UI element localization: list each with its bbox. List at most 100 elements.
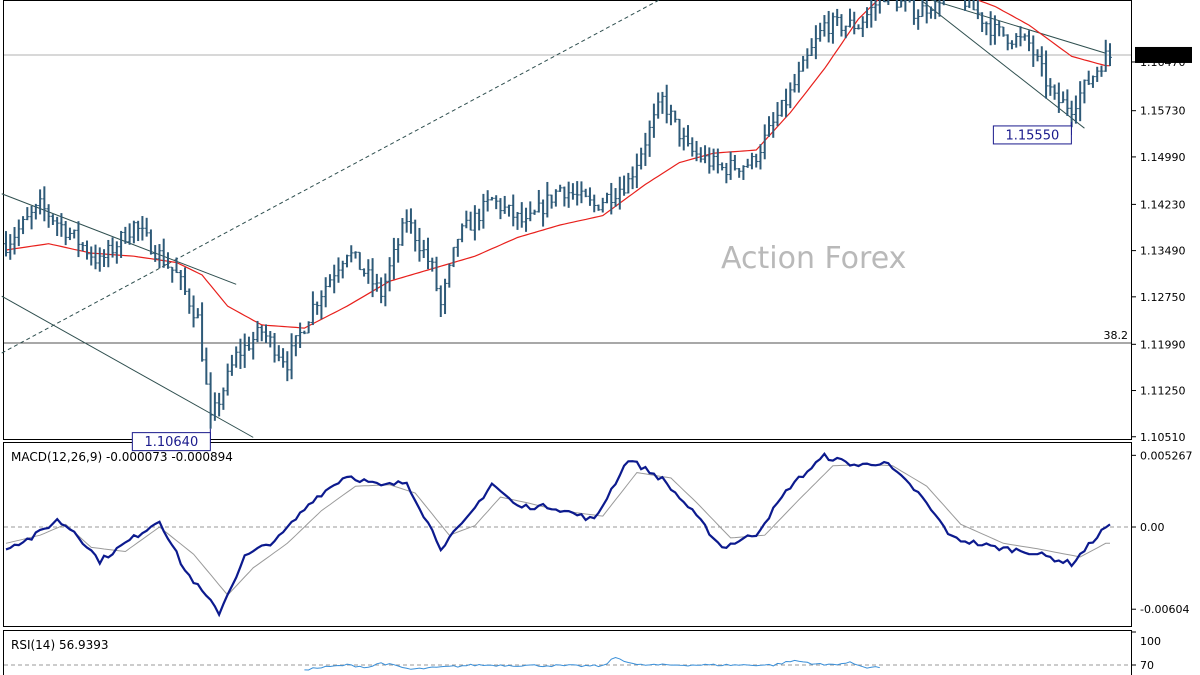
price-bar xyxy=(997,20,1002,37)
price-tick-label: 1.11250 xyxy=(1140,385,1186,398)
price-bar xyxy=(886,0,890,5)
price-bar xyxy=(703,145,708,164)
price-bar xyxy=(366,259,371,284)
price-bar xyxy=(16,219,21,247)
macd-main-line xyxy=(5,451,1111,618)
price-bar xyxy=(724,162,729,184)
price-bar xyxy=(558,184,563,192)
price-bar xyxy=(1095,66,1100,82)
price-bar xyxy=(38,189,43,215)
price-bar xyxy=(306,321,311,334)
price-bar xyxy=(1078,81,1083,122)
price-bar xyxy=(327,274,332,288)
rsi-line xyxy=(4,656,1131,671)
price-bar xyxy=(165,252,170,269)
price-bar xyxy=(1052,84,1057,100)
fib-label: 38.2 xyxy=(1104,329,1129,342)
price-bar xyxy=(916,9,921,30)
price-bar xyxy=(298,322,303,348)
price-tick-label: 1.13490 xyxy=(1140,245,1186,258)
macd-title: MACD(12,26,9) -0.000073 -0.000894 xyxy=(11,450,233,464)
price-bar xyxy=(596,204,601,211)
price-bar xyxy=(1056,82,1061,113)
price-bar xyxy=(1086,70,1091,85)
dashed-trendline xyxy=(1,0,661,354)
price-bar xyxy=(1082,79,1087,104)
price-bar xyxy=(609,182,614,215)
price-bar xyxy=(391,237,396,280)
price-bar xyxy=(762,124,767,160)
price-bar xyxy=(404,209,409,233)
price-bar xyxy=(813,25,818,60)
price-bar xyxy=(980,12,985,33)
price-bar xyxy=(690,137,695,157)
price-tick-label: 1.14230 xyxy=(1140,198,1186,211)
price-bar xyxy=(472,205,477,241)
price-bar xyxy=(639,147,644,170)
price-bar xyxy=(1103,39,1108,72)
price-bar xyxy=(903,0,908,12)
rsi-tick-label: 70 xyxy=(1140,659,1154,672)
price-bar xyxy=(1039,46,1044,77)
price-bar xyxy=(720,162,725,171)
rsi-tick-label: 100 xyxy=(1140,635,1161,648)
price-bar xyxy=(136,220,141,242)
price-bar xyxy=(967,0,971,9)
price-bar xyxy=(715,148,720,174)
price-bar xyxy=(741,165,746,180)
price-bar xyxy=(524,207,529,232)
price-bar xyxy=(170,266,175,283)
price-bar xyxy=(80,242,85,252)
current-price-label: 1.16622 xyxy=(1139,49,1185,62)
annotation-box xyxy=(131,432,211,452)
price-bar xyxy=(865,7,870,29)
price-bar xyxy=(315,301,320,315)
watermark: Action Forex xyxy=(721,241,906,276)
price-bar xyxy=(801,55,806,72)
price-bar xyxy=(1073,95,1078,124)
price-bar xyxy=(992,15,997,45)
price-bar xyxy=(89,246,94,266)
price-bar xyxy=(809,38,814,56)
price-bar xyxy=(707,147,712,174)
price-bar xyxy=(161,238,166,268)
price-bar xyxy=(302,330,307,335)
price-bar xyxy=(570,183,575,200)
price-bar xyxy=(8,234,13,260)
macd-tick-label: 0.00 xyxy=(1140,521,1165,534)
price-bar xyxy=(613,188,618,207)
price-bar xyxy=(383,273,388,307)
price-bar xyxy=(1048,78,1053,96)
price-bar xyxy=(144,217,149,237)
price-annotations: 1.10640 1.15550 xyxy=(131,121,1072,452)
price-bar xyxy=(883,0,887,3)
macd-tick-label: -0.00604 xyxy=(1140,603,1189,616)
ohlc-bars xyxy=(4,0,1112,429)
price-bar xyxy=(732,154,737,171)
price-bar xyxy=(464,210,469,229)
price-bar xyxy=(686,125,691,147)
price-bar xyxy=(498,198,503,220)
price-bar xyxy=(221,387,226,410)
price-bar xyxy=(208,372,213,429)
annotation-label: 1.10640 xyxy=(144,435,198,450)
rsi-title: RSI(14) 56.9393 xyxy=(11,638,109,652)
price-bar xyxy=(1027,30,1032,52)
price-bar xyxy=(899,0,904,8)
price-bar xyxy=(941,0,945,6)
price-bar xyxy=(481,193,486,229)
price-bar xyxy=(229,354,234,376)
price-bar xyxy=(59,213,64,237)
price-bar xyxy=(29,205,34,230)
price-bar xyxy=(110,237,115,258)
price-bar xyxy=(345,254,350,268)
price-bar xyxy=(259,325,264,342)
price-bar xyxy=(408,208,413,234)
price-bar xyxy=(694,140,699,162)
price-bar xyxy=(1018,26,1023,47)
price-bar xyxy=(183,267,188,295)
price-bar xyxy=(511,194,516,227)
price-bar xyxy=(975,0,980,20)
price-bar xyxy=(63,221,68,246)
price-bar xyxy=(643,132,648,166)
